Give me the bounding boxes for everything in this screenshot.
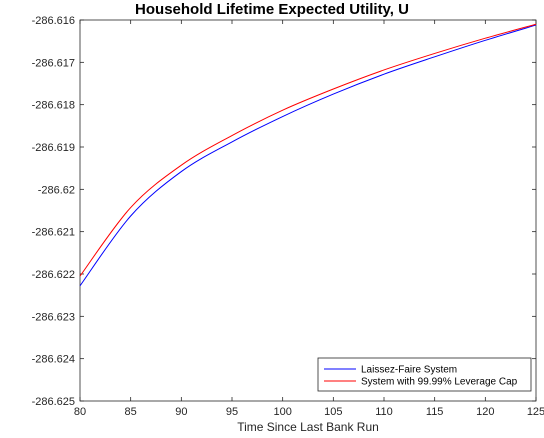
x-tick-label: 85 <box>125 406 137 418</box>
legend: Laissez-Faire System System with 99.99% … <box>317 357 532 392</box>
y-tick-label: -286.624 <box>32 354 75 366</box>
x-tick-label: 100 <box>273 406 291 418</box>
series-layer <box>79 23 537 287</box>
x-tick-label: 125 <box>527 406 544 418</box>
x-tick-label: 95 <box>226 406 238 418</box>
plot-area <box>79 19 537 402</box>
x-axis-label: Time Since Last Bank Run <box>237 420 379 434</box>
x-tick-label: 110 <box>375 406 393 418</box>
x-tick-label: 115 <box>426 406 444 418</box>
axis-ticks: 80 85 90 95 100 105 110 115 120 125 -286.616 -286.6… <box>32 15 544 418</box>
x-tick-label: 90 <box>175 406 187 418</box>
x-tick-label: 80 <box>74 406 86 418</box>
y-tick-label: -286.622 <box>32 269 75 281</box>
chart-title: Household Lifetime Expected Utility, U <box>135 1 409 18</box>
y-tick-label: -286.619 <box>32 142 75 154</box>
x-tick-label: 105 <box>324 406 342 418</box>
y-tick-label: -286.62 <box>38 184 75 196</box>
legend-box <box>317 357 532 392</box>
y-tick-label: -286.623 <box>32 311 75 323</box>
y-tick-label: -286.625 <box>32 396 75 408</box>
y-tick-label: -286.618 <box>32 100 75 112</box>
y-tick-label: -286.617 <box>32 57 75 69</box>
legend-label-laissez-faire: Laissez-Faire System <box>361 365 457 376</box>
series-line-laissez-faire <box>79 24 537 287</box>
series-line-leverage-cap <box>79 23 537 277</box>
y-tick-label: -286.616 <box>32 15 75 27</box>
y-tick-label: -286.621 <box>32 227 75 239</box>
x-tick-label: 120 <box>476 406 494 418</box>
legend-label-leverage-cap: System with 99.99% Leverage Cap <box>361 377 518 388</box>
